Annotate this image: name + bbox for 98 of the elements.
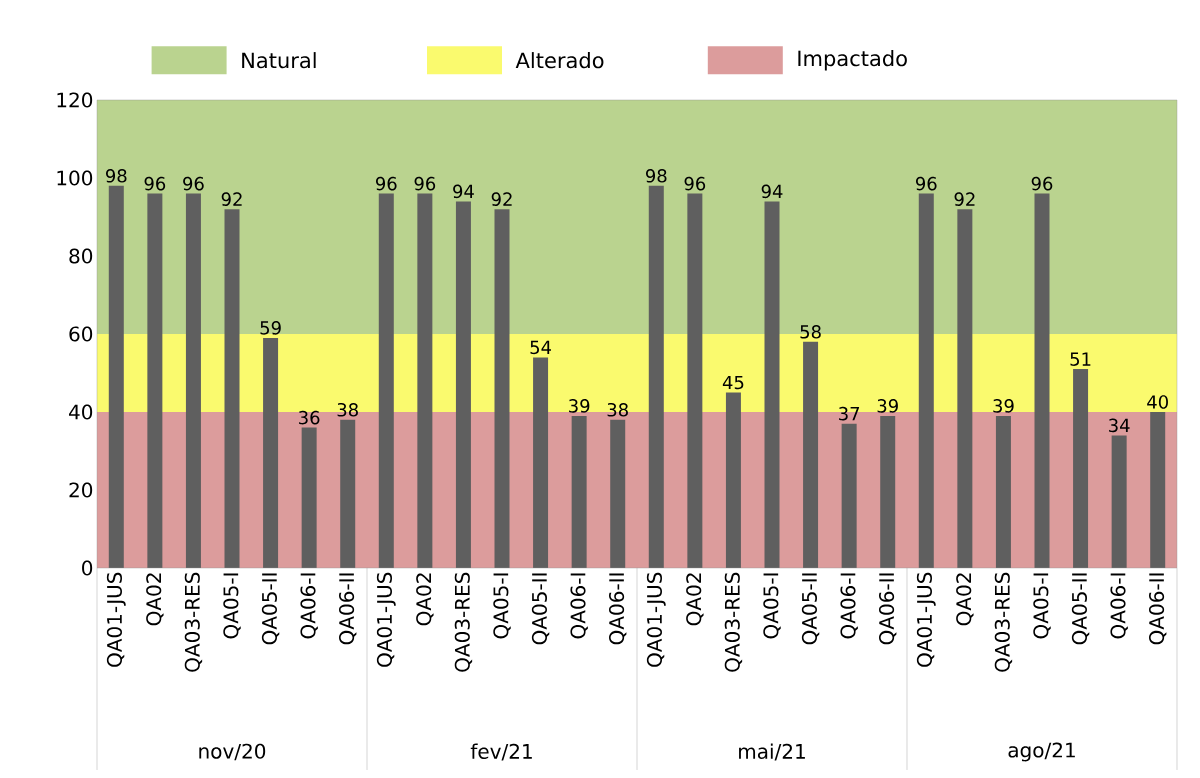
x-tick-label: QA01-JUS bbox=[916, 572, 936, 667]
legend-label: Natural bbox=[242, 52, 316, 69]
x-tick-label: QA05-II bbox=[801, 573, 820, 645]
data-label: 37 bbox=[839, 406, 860, 421]
data-label: 92 bbox=[491, 192, 512, 206]
x-tick-label: QA03-RES bbox=[454, 572, 473, 672]
legend-label: Alterado bbox=[515, 52, 604, 69]
x-tick-label: QA02 bbox=[416, 573, 434, 626]
data-label: 92 bbox=[221, 192, 242, 206]
bar bbox=[263, 337, 279, 568]
bar bbox=[880, 415, 896, 568]
data-label: 96 bbox=[144, 176, 166, 191]
x-tick-label: QA06-II bbox=[339, 573, 357, 645]
x-tick-label: QA05-II bbox=[531, 573, 550, 645]
y-tick-label: 60 bbox=[69, 326, 93, 342]
x-tick-label: QA05-II bbox=[1071, 573, 1090, 645]
data-label: 92 bbox=[954, 192, 975, 206]
bar bbox=[841, 423, 857, 568]
y-tick-label: 100 bbox=[57, 170, 93, 186]
data-label: 59 bbox=[260, 321, 281, 335]
data-label: 94 bbox=[453, 184, 474, 199]
x-tick-label: QA03-RES bbox=[994, 572, 1013, 672]
bar bbox=[417, 193, 433, 568]
bar bbox=[648, 185, 664, 568]
text: nov/20 bbox=[199, 743, 266, 761]
bar bbox=[764, 201, 780, 568]
bar bbox=[185, 193, 201, 568]
data-label: 54 bbox=[530, 340, 552, 355]
x-tick-label: QA01-JUS bbox=[646, 572, 666, 667]
bar bbox=[1150, 411, 1166, 568]
bar bbox=[1034, 193, 1050, 568]
data-label: 96 bbox=[1031, 176, 1053, 191]
x-tick-label: QA02 bbox=[686, 573, 704, 626]
bar bbox=[533, 357, 549, 568]
data-label: 98 bbox=[645, 168, 667, 183]
bar bbox=[147, 193, 163, 568]
text: fev/21 bbox=[470, 743, 532, 761]
text: mai/21 bbox=[739, 743, 805, 761]
bar bbox=[1111, 435, 1127, 568]
bar bbox=[455, 201, 471, 568]
bar bbox=[494, 209, 510, 568]
data-label: 96 bbox=[183, 176, 204, 191]
data-label: 39 bbox=[877, 399, 898, 413]
data-label: 96 bbox=[414, 176, 436, 191]
bar bbox=[108, 185, 124, 568]
data-label: 38 bbox=[337, 402, 358, 417]
x-tick-label: QA05-I bbox=[1033, 573, 1051, 639]
data-label: 39 bbox=[993, 399, 1014, 413]
x-tick-label: QA02 bbox=[146, 573, 164, 626]
data-label: 51 bbox=[1070, 352, 1091, 366]
bar bbox=[918, 193, 934, 568]
y-tick-label: 120 bbox=[57, 92, 93, 108]
x-tick-label: QA05-I bbox=[763, 573, 781, 639]
data-label: 45 bbox=[722, 375, 744, 390]
x-tick-label: QA03-RES bbox=[184, 572, 203, 672]
bar bbox=[957, 209, 973, 568]
y-tick-label: 0 bbox=[82, 560, 93, 576]
x-tick-label: QA06-II bbox=[879, 573, 897, 645]
bar bbox=[687, 193, 703, 568]
y-tick-label: 40 bbox=[69, 404, 93, 420]
x-tick-label: QA05-II bbox=[261, 573, 280, 645]
x-tick-label: QA01-JUS bbox=[376, 572, 396, 667]
bar bbox=[1073, 369, 1089, 568]
data-label: 34 bbox=[1109, 418, 1130, 433]
data-label: 98 bbox=[105, 168, 127, 183]
text: ago/21 bbox=[1008, 742, 1075, 762]
x-tick-label: QA06-I bbox=[570, 573, 588, 639]
x-tick-label: QA03-RES bbox=[724, 572, 743, 672]
bar bbox=[725, 392, 741, 568]
x-tick-label: QA06-I bbox=[1110, 573, 1128, 639]
x-tick-label: QA05-I bbox=[223, 573, 241, 639]
bar bbox=[610, 419, 626, 568]
bar bbox=[301, 427, 317, 568]
bar bbox=[995, 415, 1011, 568]
data-label: 96 bbox=[915, 176, 937, 191]
data-label: 94 bbox=[761, 184, 783, 199]
bar bbox=[803, 341, 819, 568]
bar bbox=[571, 415, 587, 568]
data-label: 40 bbox=[1147, 395, 1168, 409]
y-tick-label: 20 bbox=[69, 482, 93, 498]
legend-label: Impactado bbox=[798, 50, 907, 71]
bar bbox=[224, 209, 240, 568]
bar bbox=[378, 193, 394, 568]
data-label: 96 bbox=[375, 176, 397, 191]
x-tick-label: QA02 bbox=[956, 573, 974, 626]
x-tick-label: QA06-I bbox=[840, 573, 858, 639]
x-tick-label: QA06-II bbox=[609, 573, 627, 645]
x-tick-label: QA06-I bbox=[300, 573, 318, 639]
data-label: 58 bbox=[800, 324, 821, 339]
x-tick-label: QA05-I bbox=[493, 573, 511, 639]
data-label: 96 bbox=[684, 176, 706, 191]
bar bbox=[340, 419, 356, 568]
x-tick-label: QA01-JUS bbox=[106, 572, 126, 667]
x-tick-label: QA06-II bbox=[1149, 573, 1167, 645]
data-label: 38 bbox=[607, 402, 628, 417]
data-label: 36 bbox=[299, 410, 320, 425]
data-label: 39 bbox=[569, 399, 590, 413]
y-tick-label: 80 bbox=[69, 248, 93, 264]
